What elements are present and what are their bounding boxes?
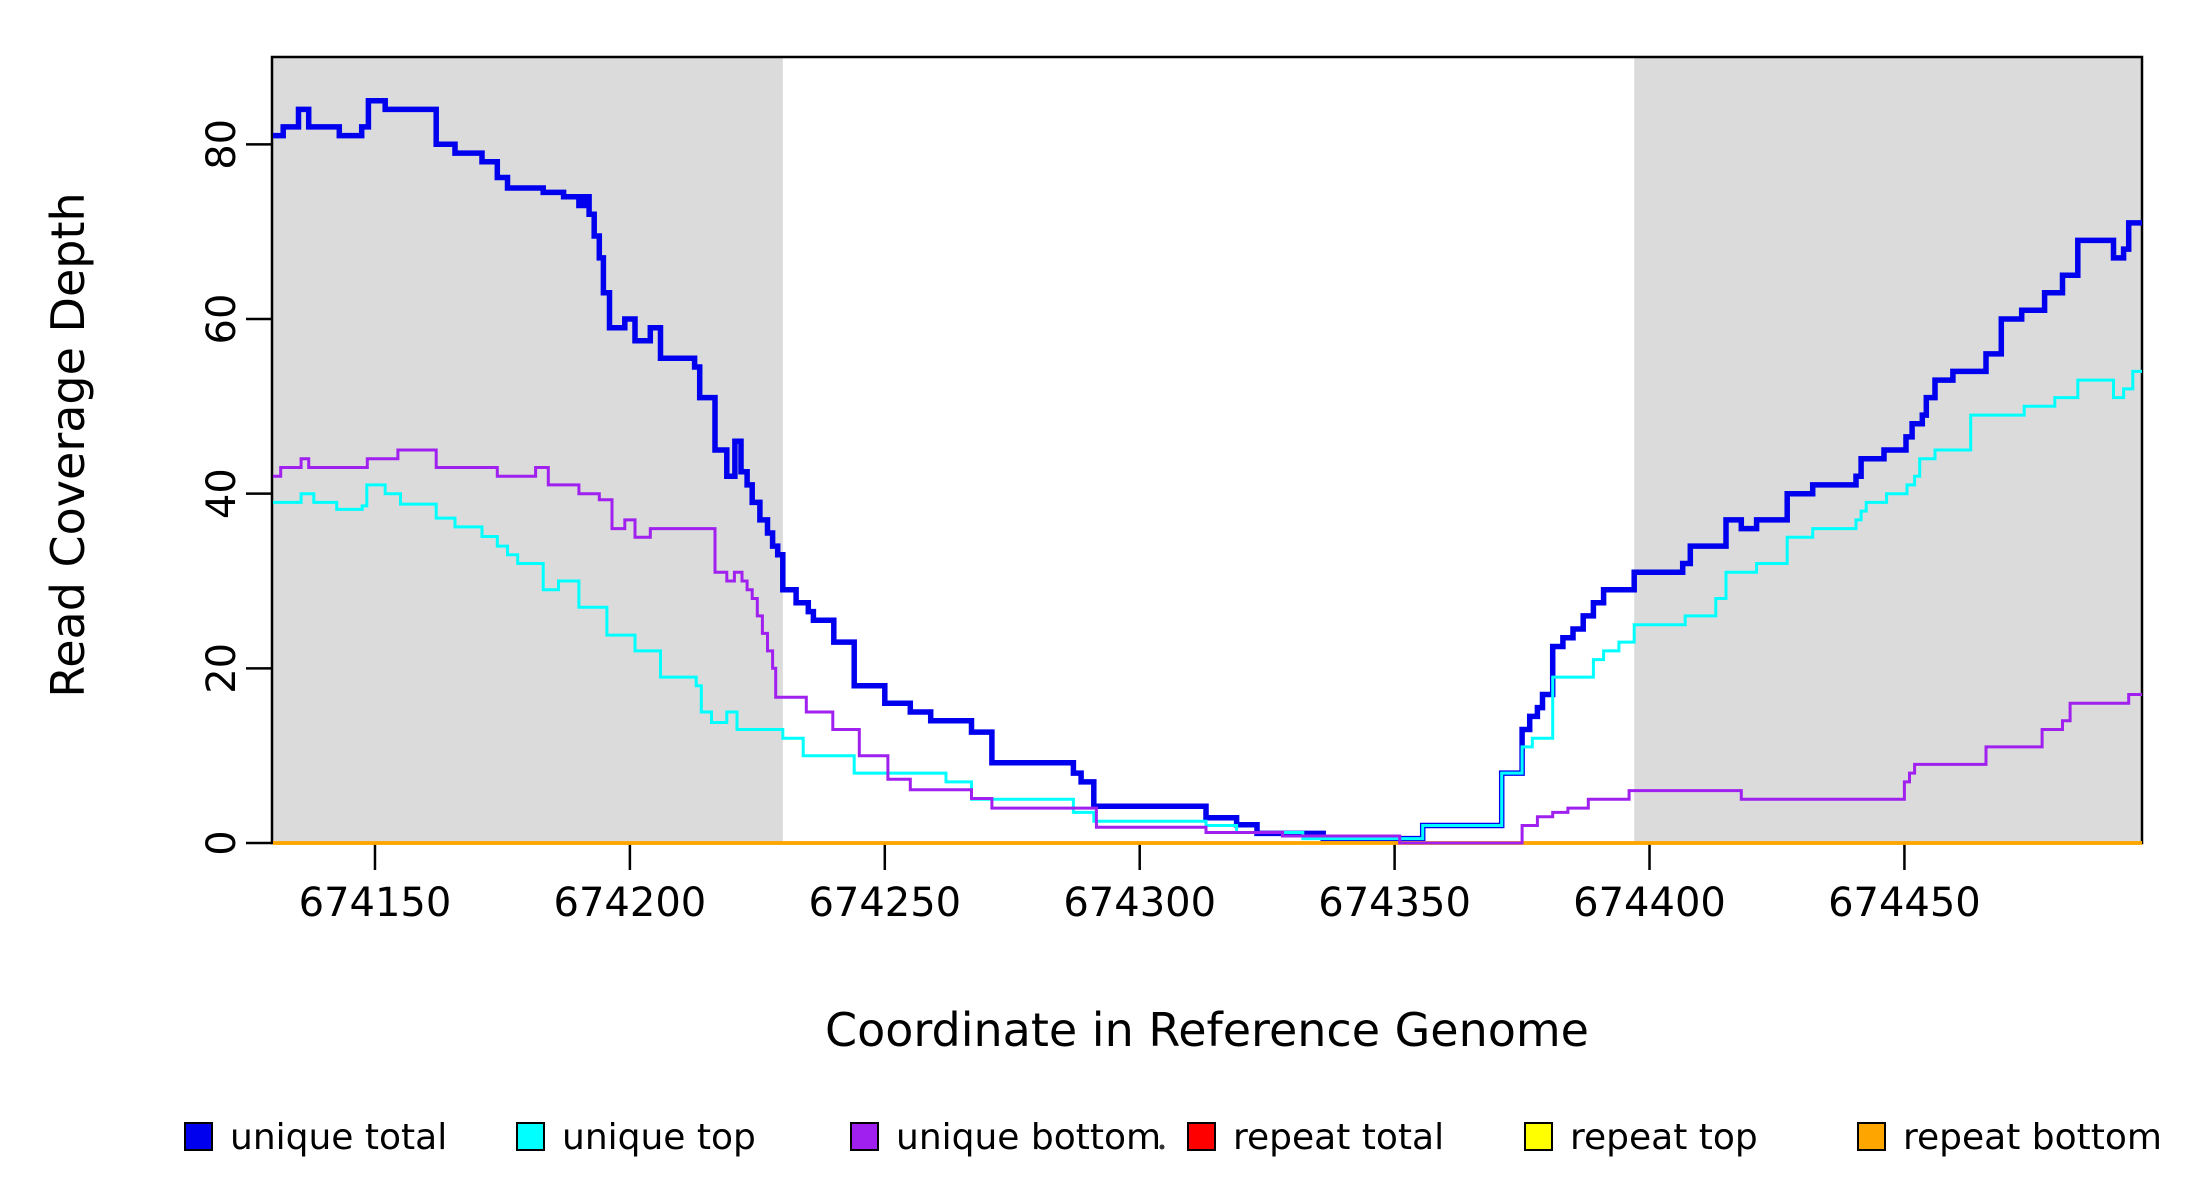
legend-item: unique top	[516, 1117, 756, 1158]
legend-item: repeat top	[1524, 1117, 1758, 1158]
x-axis-title: Coordinate in Reference Genome	[825, 1003, 1589, 1057]
legend-item: repeat total	[1187, 1117, 1444, 1158]
legend-swatch-repeat-total	[1187, 1122, 1216, 1151]
legend-label: unique bottom	[896, 1117, 1161, 1158]
legend-swatch-repeat-bottom	[1857, 1122, 1886, 1151]
y-tick-label: 80	[199, 119, 245, 170]
legend-label: repeat bottom	[1903, 1117, 2162, 1158]
legend-item: unique total	[184, 1117, 447, 1158]
legend-swatch-unique-total	[184, 1122, 213, 1151]
x-tick-label: 674350	[1318, 880, 1471, 926]
legend-swatch-unique-bottom	[850, 1122, 879, 1151]
legend-swatch-unique-top	[516, 1122, 545, 1151]
series-unique-bottom	[273, 448, 2142, 845]
y-tick-label: 40	[199, 468, 245, 519]
legend-label: repeat total	[1233, 1117, 1444, 1158]
x-tick-label: 674300	[1063, 880, 1216, 926]
y-axis-title: Read Coverage Depth	[41, 192, 95, 697]
y-tick-label: 20	[199, 643, 245, 694]
shaded-region	[272, 57, 783, 843]
legend-label: repeat top	[1570, 1117, 1758, 1158]
y-tick-label: 60	[199, 294, 245, 345]
legend-item: unique bottom	[850, 1117, 1161, 1158]
plot-area: 674150 674200 674250 674300 674350 674400 6744…	[199, 55, 2144, 926]
legend-label: unique top	[562, 1117, 756, 1158]
y-tick-label: 0	[199, 830, 245, 855]
legend-label: unique total	[230, 1117, 447, 1158]
series-unique-total	[273, 97, 2142, 842]
stray-dot	[1159, 1144, 1165, 1150]
series-unique-top	[273, 369, 2142, 841]
legend-item: repeat bottom	[1857, 1117, 2162, 1158]
x-tick-label: 674400	[1573, 880, 1726, 926]
legend-swatch-repeat-top	[1524, 1122, 1553, 1151]
x-tick-label: 674450	[1828, 880, 1981, 926]
x-tick-label: 674250	[808, 880, 961, 926]
x-tick-label: 674200	[554, 880, 707, 926]
x-tick-label: 674150	[299, 880, 452, 926]
legend: unique total unique top unique bottom repea…	[184, 1117, 2162, 1158]
